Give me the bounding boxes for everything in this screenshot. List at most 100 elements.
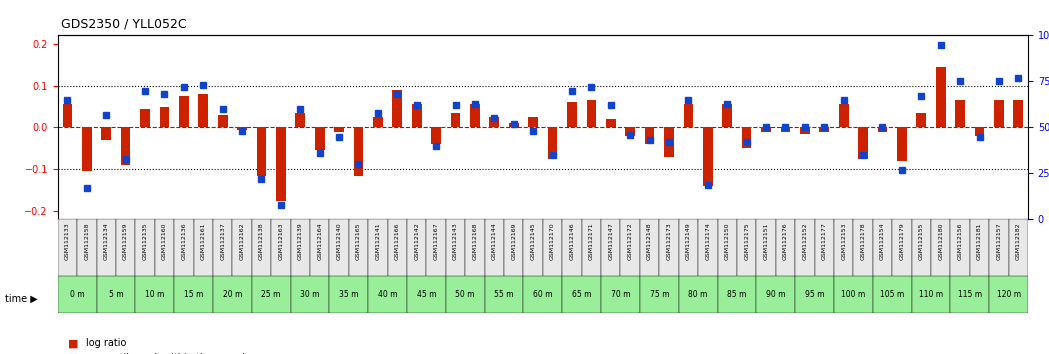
FancyBboxPatch shape	[368, 276, 407, 313]
Text: GSM112154: GSM112154	[880, 222, 885, 260]
FancyBboxPatch shape	[950, 276, 989, 313]
FancyBboxPatch shape	[737, 219, 756, 276]
Bar	[664, 127, 673, 157]
Bar	[975, 127, 984, 136]
Bar	[509, 123, 518, 127]
FancyBboxPatch shape	[213, 276, 252, 313]
FancyBboxPatch shape	[505, 219, 523, 276]
Bar	[179, 96, 189, 127]
Bar	[490, 117, 499, 127]
Text: GSM112147: GSM112147	[608, 222, 614, 260]
Bar	[412, 104, 422, 127]
FancyBboxPatch shape	[718, 276, 756, 313]
Text: GSM112160: GSM112160	[162, 222, 167, 260]
Text: GSM112181: GSM112181	[977, 222, 982, 260]
FancyBboxPatch shape	[427, 219, 446, 276]
FancyBboxPatch shape	[116, 219, 135, 276]
FancyBboxPatch shape	[446, 219, 466, 276]
Text: GSM112166: GSM112166	[394, 222, 400, 260]
FancyBboxPatch shape	[135, 276, 174, 313]
Text: GSM112150: GSM112150	[725, 222, 730, 260]
Bar	[237, 127, 247, 130]
Text: GSM112134: GSM112134	[104, 222, 109, 260]
Bar	[723, 104, 732, 127]
Text: GSM112155: GSM112155	[919, 222, 924, 260]
Text: GSM112179: GSM112179	[899, 222, 904, 260]
Text: 50 m: 50 m	[455, 290, 475, 299]
Text: GSM112177: GSM112177	[821, 222, 827, 260]
Bar	[1013, 100, 1023, 127]
Text: GSM112156: GSM112156	[958, 222, 963, 260]
FancyBboxPatch shape	[562, 219, 581, 276]
Bar	[878, 127, 887, 132]
Text: 110 m: 110 m	[919, 290, 943, 299]
Text: GSM112162: GSM112162	[239, 222, 244, 260]
FancyBboxPatch shape	[194, 219, 213, 276]
FancyBboxPatch shape	[815, 219, 834, 276]
Text: ■: ■	[68, 338, 79, 348]
Text: GSM112172: GSM112172	[627, 222, 633, 260]
FancyBboxPatch shape	[174, 276, 213, 313]
Text: 85 m: 85 m	[727, 290, 747, 299]
Bar	[762, 127, 771, 132]
Text: time ▶: time ▶	[5, 294, 38, 304]
Text: 60 m: 60 m	[533, 290, 553, 299]
Bar	[392, 90, 402, 127]
FancyBboxPatch shape	[58, 219, 78, 276]
Text: ■: ■	[68, 353, 79, 354]
Text: GSM112164: GSM112164	[317, 222, 322, 260]
FancyBboxPatch shape	[311, 219, 329, 276]
Text: GSM112178: GSM112178	[860, 222, 865, 260]
FancyBboxPatch shape	[970, 219, 989, 276]
FancyBboxPatch shape	[912, 219, 932, 276]
Text: 75 m: 75 m	[649, 290, 669, 299]
Bar	[625, 127, 635, 136]
FancyBboxPatch shape	[795, 276, 834, 313]
FancyBboxPatch shape	[873, 276, 912, 313]
Text: GSM112173: GSM112173	[666, 222, 671, 260]
Text: 65 m: 65 m	[572, 290, 592, 299]
Text: GSM112145: GSM112145	[531, 222, 536, 260]
FancyBboxPatch shape	[873, 219, 893, 276]
FancyBboxPatch shape	[97, 276, 135, 313]
Text: GSM112180: GSM112180	[938, 222, 943, 260]
FancyBboxPatch shape	[252, 276, 291, 313]
Text: GSM112163: GSM112163	[278, 222, 283, 260]
FancyBboxPatch shape	[989, 276, 1028, 313]
Bar	[315, 127, 324, 150]
FancyBboxPatch shape	[523, 219, 543, 276]
Text: GSM112142: GSM112142	[414, 222, 420, 260]
FancyBboxPatch shape	[834, 219, 854, 276]
FancyBboxPatch shape	[795, 219, 815, 276]
FancyBboxPatch shape	[388, 219, 407, 276]
FancyBboxPatch shape	[950, 219, 970, 276]
FancyBboxPatch shape	[271, 219, 291, 276]
FancyBboxPatch shape	[601, 219, 621, 276]
Text: GSM112135: GSM112135	[143, 222, 148, 260]
FancyBboxPatch shape	[78, 219, 97, 276]
FancyBboxPatch shape	[718, 219, 737, 276]
FancyBboxPatch shape	[485, 276, 523, 313]
Bar	[451, 113, 461, 127]
Text: GSM112168: GSM112168	[472, 222, 477, 260]
Bar	[858, 127, 868, 159]
Bar	[586, 100, 596, 127]
Text: GDS2350 / YLL052C: GDS2350 / YLL052C	[61, 18, 187, 31]
Text: GSM112174: GSM112174	[705, 222, 710, 260]
Bar	[335, 127, 344, 132]
Bar	[703, 127, 712, 186]
FancyBboxPatch shape	[174, 219, 194, 276]
FancyBboxPatch shape	[135, 219, 155, 276]
Text: GSM112146: GSM112146	[570, 222, 575, 260]
Text: 100 m: 100 m	[841, 290, 865, 299]
Text: percentile rank within the sample: percentile rank within the sample	[86, 353, 251, 354]
Text: GSM112157: GSM112157	[997, 222, 1002, 260]
FancyBboxPatch shape	[989, 219, 1009, 276]
Bar	[159, 107, 169, 127]
Bar	[839, 104, 849, 127]
Text: 10 m: 10 m	[145, 290, 165, 299]
Text: GSM112159: GSM112159	[123, 222, 128, 260]
FancyBboxPatch shape	[407, 219, 427, 276]
Text: GSM112170: GSM112170	[550, 222, 555, 260]
FancyBboxPatch shape	[679, 276, 718, 313]
